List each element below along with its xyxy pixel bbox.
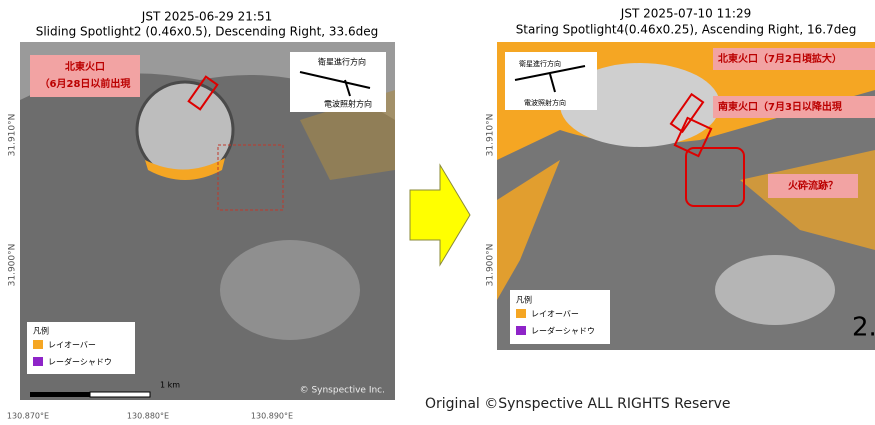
caption: Staring Spotlight4(0.46x0.25), Ascending… [516,23,857,37]
time: JST 2025-06-29 21:51 [141,10,272,24]
direction-label: 衛星進行方向 [318,57,366,67]
annotation: 北東火口（7月2日頃拡大） [718,52,842,65]
legend-swatch [33,340,43,349]
legend-swatch [516,309,526,318]
caption: Sliding Spotlight2 (0.46x0.5), Descendin… [36,25,379,39]
lat-tick: 31.910°N [8,114,18,157]
legend-title: 凡例 [516,295,532,305]
arrow [410,165,470,265]
lon-tick: 130.890°E [251,412,293,421]
direction-label: 電波照射方向 [324,99,372,109]
annotation: （6月28日以前出現 [40,77,131,90]
annotation: 北東火口 [65,60,105,73]
annotation: 火砕流跡？ [788,179,838,192]
legend-item: レーダーシャドウ [531,326,595,336]
legend-title: 凡例 [33,326,49,336]
peak [220,240,360,340]
time: JST 2025-07-10 11:29 [620,7,751,21]
page-number: 2. [852,313,875,343]
scale-bar [30,392,90,397]
scale-label: 1 km [160,381,180,390]
legend-item: レイオーバー [531,310,579,319]
peak [715,255,835,325]
direction-label: 衛星進行方向 [519,59,561,68]
copyright: © Synspective Inc. [300,386,385,396]
screen: 北東火口 （6月28日以前出現 衛星進行方向 電波照射方向 31.910°N 3… [0,0,875,421]
annotation: 南東火口（7月3日以降出現 [718,100,842,113]
lon-tick: 130.870°E [7,412,49,421]
lat-tick: 31.900°N [486,244,496,287]
scale-bar [90,392,150,397]
legend-swatch [516,326,526,335]
legend-item: レーダーシャドウ [48,357,112,367]
legend-swatch [33,357,43,366]
lat-tick: 31.900°N [8,244,18,287]
footer: Original ©Synspective ALL RIGHTS Reserve [425,396,731,412]
page: 北東火口 （6月28日以前出現 衛星進行方向 電波照射方向 31.910°N 3… [0,0,875,421]
direction-label: 電波照射方向 [524,98,566,107]
lat-tick: 31.910°N [486,114,496,157]
lon-tick: 130.880°E [127,412,169,421]
legend-item: レイオーバー [48,341,96,350]
